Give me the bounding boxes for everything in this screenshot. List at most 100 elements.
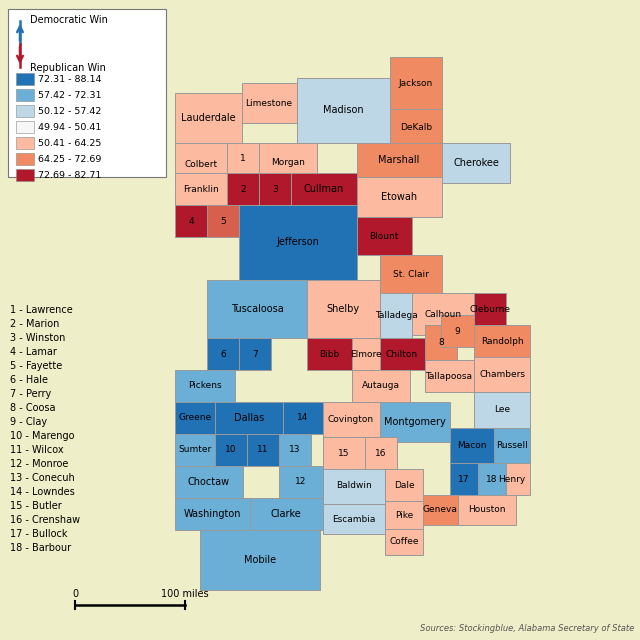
Text: 4 - Lamar: 4 - Lamar (10, 347, 57, 357)
Bar (365, 437, 397, 469)
Text: Calhoun: Calhoun (424, 310, 461, 319)
Text: 4: 4 (188, 216, 194, 225)
Text: 9: 9 (454, 326, 460, 335)
Text: 5: 5 (220, 216, 226, 225)
Bar (297, 78, 390, 143)
Bar (279, 466, 323, 498)
Text: Cullman: Cullman (304, 184, 344, 194)
Bar (175, 143, 227, 185)
Text: 13 - Conecuh: 13 - Conecuh (10, 473, 75, 483)
Bar (385, 529, 423, 555)
Bar (16, 105, 34, 117)
Bar (259, 143, 317, 181)
Bar (279, 434, 311, 466)
Text: Montgomery: Montgomery (384, 417, 446, 427)
Bar (441, 315, 474, 347)
Text: Jefferson: Jefferson (276, 237, 319, 247)
Bar (390, 109, 442, 146)
Text: Coffee: Coffee (389, 538, 419, 547)
Bar (357, 217, 412, 255)
Text: 12: 12 (295, 477, 307, 486)
Text: St. Clair: St. Clair (393, 269, 429, 278)
Text: 9 - Clay: 9 - Clay (10, 417, 47, 427)
Text: Tallapoosa: Tallapoosa (426, 371, 472, 381)
Bar (175, 466, 243, 498)
Bar (215, 402, 283, 434)
Bar (291, 173, 357, 205)
Text: 50.41 - 64.25: 50.41 - 64.25 (38, 138, 101, 147)
Bar (207, 205, 239, 237)
Bar (207, 338, 239, 370)
Text: 6 - Hale: 6 - Hale (10, 375, 48, 385)
Bar (175, 205, 207, 237)
Text: DeKalb: DeKalb (400, 122, 432, 131)
Text: 14 - Lowndes: 14 - Lowndes (10, 487, 75, 497)
Text: Morgan: Morgan (271, 157, 305, 166)
Bar (16, 169, 34, 181)
Bar (385, 501, 423, 529)
Bar (215, 434, 247, 466)
Bar (175, 93, 242, 143)
Bar (450, 463, 478, 495)
Text: Democratic Win: Democratic Win (30, 15, 108, 25)
Text: 72.31 - 88.14: 72.31 - 88.14 (38, 74, 102, 83)
Text: Jackson: Jackson (399, 79, 433, 88)
Bar (380, 402, 450, 442)
Bar (239, 338, 271, 370)
Text: Chilton: Chilton (386, 349, 418, 358)
Text: 1: 1 (240, 154, 246, 163)
Bar (323, 437, 365, 469)
Bar (175, 498, 250, 530)
Text: 17: 17 (458, 474, 470, 483)
Bar (323, 469, 385, 504)
Text: 18 - Barbour: 18 - Barbour (10, 543, 71, 553)
Text: Geneva: Geneva (422, 506, 458, 515)
Text: 16: 16 (375, 449, 387, 458)
Text: 100 miles: 100 miles (161, 589, 209, 599)
Text: Russell: Russell (496, 440, 528, 449)
Bar (239, 205, 357, 280)
Text: 57.42 - 72.31: 57.42 - 72.31 (38, 90, 102, 99)
Bar (494, 428, 530, 463)
Text: 72.69 - 82.71: 72.69 - 82.71 (38, 170, 101, 179)
Text: Dallas: Dallas (234, 413, 264, 423)
Text: 3: 3 (272, 184, 278, 193)
Text: 13: 13 (289, 445, 301, 454)
Text: Colbert: Colbert (184, 159, 218, 168)
Bar (175, 402, 215, 434)
Bar (478, 463, 506, 495)
Bar (323, 504, 385, 534)
Bar (227, 143, 259, 173)
Text: 11: 11 (257, 445, 269, 454)
Bar (175, 434, 215, 466)
Bar (352, 338, 380, 370)
Bar (16, 153, 34, 165)
Text: Pike: Pike (395, 511, 413, 520)
Text: 10 - Marengo: 10 - Marengo (10, 431, 74, 441)
Text: Bibb: Bibb (319, 349, 339, 358)
Bar (16, 89, 34, 101)
Text: Covington: Covington (328, 415, 374, 424)
Text: Cherokee: Cherokee (453, 158, 499, 168)
Text: 49.94 - 50.41: 49.94 - 50.41 (38, 122, 101, 131)
Text: 18: 18 (486, 474, 498, 483)
Text: 12 - Monroe: 12 - Monroe (10, 459, 68, 469)
Text: Blount: Blount (369, 232, 399, 241)
Bar (175, 173, 227, 205)
Text: 11 - Wilcox: 11 - Wilcox (10, 445, 63, 455)
Text: Tuscaloosa: Tuscaloosa (230, 304, 284, 314)
Text: Mobile: Mobile (244, 555, 276, 565)
Bar (323, 402, 380, 437)
Text: 1 - Lawrence: 1 - Lawrence (10, 305, 73, 315)
Bar (390, 57, 442, 109)
Bar (380, 255, 442, 293)
Text: Chambers: Chambers (479, 369, 525, 378)
Text: Sumter: Sumter (179, 445, 212, 454)
Text: Limestone: Limestone (245, 99, 292, 108)
Bar (247, 434, 279, 466)
Bar (442, 143, 510, 183)
Text: 6: 6 (220, 349, 226, 358)
Bar (352, 370, 410, 402)
Bar (357, 177, 442, 217)
Bar (8, 9, 166, 177)
